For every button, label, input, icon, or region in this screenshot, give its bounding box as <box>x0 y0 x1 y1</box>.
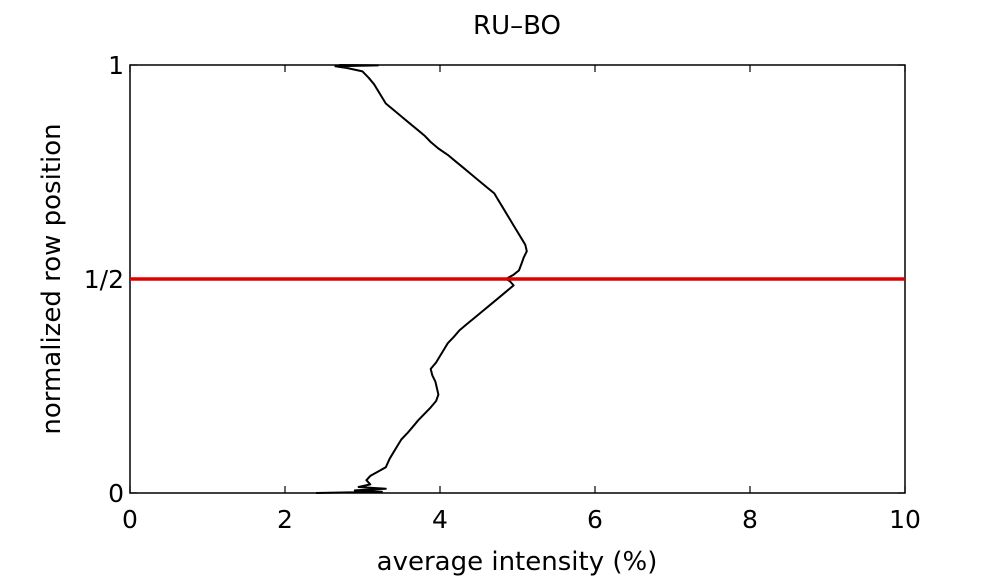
x-tick-label: 0 <box>122 505 138 534</box>
y-tick-label: 0 <box>108 479 124 508</box>
chart-title: RU–BO <box>473 11 561 41</box>
y-axis-label: normalized row position <box>37 123 67 434</box>
x-tick-label: 8 <box>742 505 758 534</box>
x-tick-label: 4 <box>432 505 448 534</box>
x-axis: 0 2 4 6 8 10 <box>122 65 921 534</box>
series-layer <box>315 64 528 494</box>
x-axis-label: average intensity (%) <box>377 547 658 577</box>
x-tick-label: 10 <box>889 505 921 534</box>
intensity-profile-line <box>315 64 528 494</box>
y-axis: 0 1/2 1 <box>84 51 905 508</box>
x-tick-label: 6 <box>587 505 603 534</box>
y-tick-label: 1 <box>108 51 124 80</box>
y-tick-label: 1/2 <box>84 265 124 294</box>
x-tick-label: 2 <box>277 505 293 534</box>
